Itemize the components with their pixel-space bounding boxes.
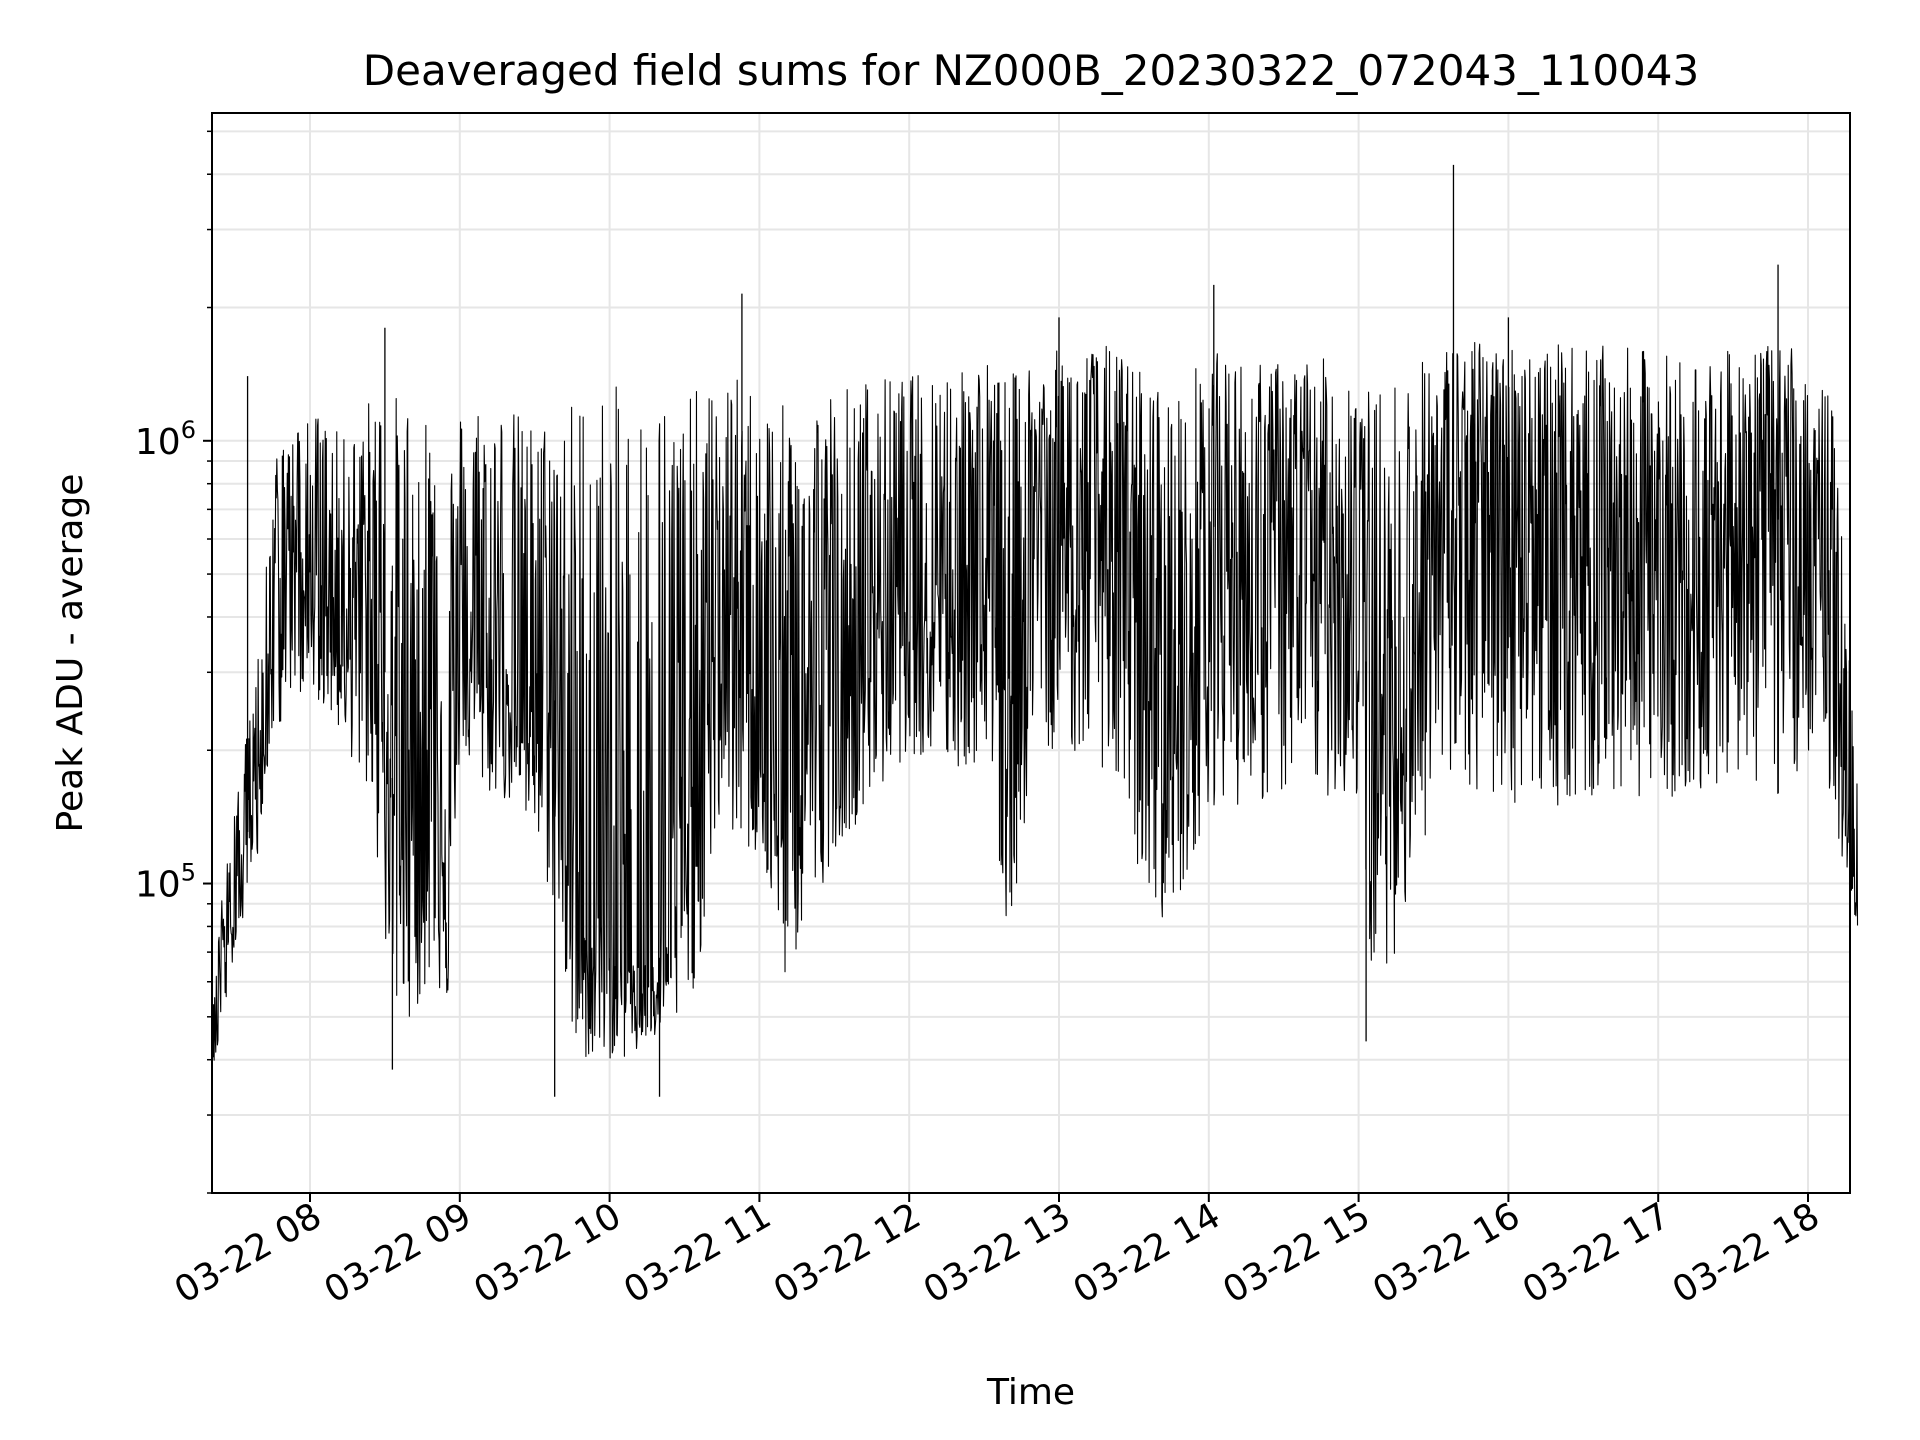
data-series xyxy=(211,164,1859,1097)
plot-frame xyxy=(211,112,1851,1194)
x-axis-label: Time xyxy=(986,1372,1075,1413)
y-axis-ticks: 105 106 xyxy=(135,130,212,1194)
y-tick-label: 106 xyxy=(135,416,196,463)
chart-title: Deaveraged field sums for NZ000B_2023032… xyxy=(363,46,1699,95)
series-line xyxy=(211,341,1859,1074)
y-tick-label: 105 xyxy=(135,859,196,906)
y-axis-label: Peak ADU - average xyxy=(50,474,91,833)
